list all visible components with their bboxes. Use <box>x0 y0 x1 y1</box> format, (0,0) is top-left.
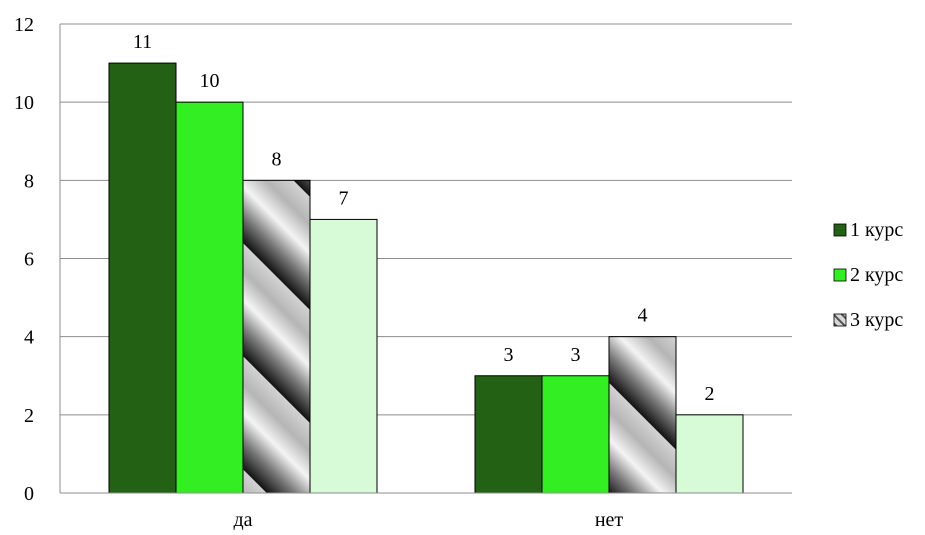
data-label: 8 <box>272 148 282 170</box>
legend-swatch <box>833 223 847 237</box>
legend-label: 3 курс <box>850 309 903 331</box>
bar-2-2 <box>541 375 610 494</box>
data-label: 3 <box>571 344 581 366</box>
legend: 1 курс 2 курс 3 курс <box>833 219 903 331</box>
bar-3-2 <box>608 336 677 494</box>
x-category-label: да <box>233 509 252 531</box>
data-label: 4 <box>638 305 648 327</box>
legend-swatch <box>833 313 847 327</box>
legend-label: 2 курс <box>850 264 903 286</box>
bar-2-1 <box>175 101 244 494</box>
y-tick-label: 8 <box>24 170 34 192</box>
data-labels: 11 10 8 7 3 3 4 2 <box>133 31 715 405</box>
y-axis: 0 2 4 6 8 10 12 <box>14 14 61 505</box>
bar-4-2 <box>675 414 744 494</box>
data-label: 10 <box>200 70 220 92</box>
legend-swatch <box>833 268 847 282</box>
bar-3-1 <box>242 179 311 494</box>
bars <box>108 62 744 494</box>
legend-label: 1 курс <box>850 219 903 241</box>
x-category-label: нет <box>595 509 624 531</box>
y-tick-label: 10 <box>14 92 34 114</box>
bar-1-2 <box>474 375 543 494</box>
y-tick-label: 12 <box>14 14 34 36</box>
y-tick-label: 2 <box>24 405 34 427</box>
data-label: 11 <box>133 31 152 53</box>
bar-4-1 <box>309 218 378 494</box>
y-tick-label: 0 <box>24 483 34 505</box>
data-label: 2 <box>705 383 715 405</box>
data-label: 3 <box>504 344 514 366</box>
data-label: 7 <box>339 187 349 209</box>
y-tick-label: 4 <box>24 327 34 349</box>
bar-1-1 <box>108 62 177 494</box>
x-axis: да нет <box>60 492 792 531</box>
y-tick-label: 6 <box>24 249 34 271</box>
